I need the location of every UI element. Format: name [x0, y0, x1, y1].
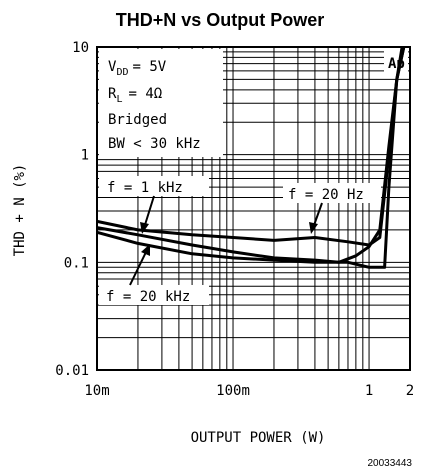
conditions-box [99, 49, 223, 157]
x-tick-label: 100m [216, 383, 250, 399]
y-tick-label: 10 [72, 40, 89, 56]
y-axis-label: THD + N (%) [12, 164, 28, 257]
conditions: VDD = 5V RL = 4Ω Bridged BW < 30 kHz [108, 59, 201, 152]
y-tick-label: 0.1 [64, 255, 89, 271]
annotation-20khz-arrowhead [141, 244, 150, 256]
rl-value: = 4Ω [128, 86, 162, 102]
annotation-20hz-box [283, 183, 381, 203]
annotation-20hz-arrowhead [309, 222, 318, 234]
plot-frame [96, 46, 411, 371]
rl-subscript: L [116, 94, 122, 105]
x-tick-label: 2 [406, 383, 414, 399]
series-line [96, 46, 404, 264]
annotation-20hz: f = 20 Hz [288, 187, 364, 203]
annotation-20khz-box [99, 285, 209, 305]
bw-label: BW < 30 kHz [108, 136, 201, 152]
x-tick-label: 10m [84, 383, 109, 399]
tick-labels: 10m 100m 1 2 10 1 0.1 0.01 [55, 40, 414, 399]
annotation-1khz-box [99, 176, 209, 196]
y-tick-label: 1 [81, 148, 89, 164]
annotation-20khz: f = 20 kHz [106, 289, 190, 305]
vdd-label: V [108, 59, 117, 75]
bridged-label: Bridged [108, 112, 167, 128]
document-number: 20033443 [368, 458, 413, 469]
x-tick-label: 1 [365, 383, 373, 399]
svg-text:RL= 4Ω: RL = 4Ω [108, 86, 162, 105]
x-axis-label: OUTPUT POWER (W) [191, 430, 326, 446]
svg-text:VDD= 5V: VDD = 5V [108, 59, 167, 78]
series-group [96, 46, 406, 269]
annotation-20khz-arrow [129, 249, 148, 286]
annotation-1khz-arrow [143, 195, 155, 229]
vdd-subscript: DD [116, 67, 128, 78]
y-tick-label: 0.01 [55, 363, 89, 379]
rl-label: R [108, 86, 117, 102]
annotation-1khz: f = 1 kHz [107, 180, 183, 196]
vdd-value: = 5V [132, 59, 166, 75]
chart-title: THD+N vs Output Power [116, 10, 325, 30]
annotation-1khz-arrowhead [140, 222, 149, 234]
